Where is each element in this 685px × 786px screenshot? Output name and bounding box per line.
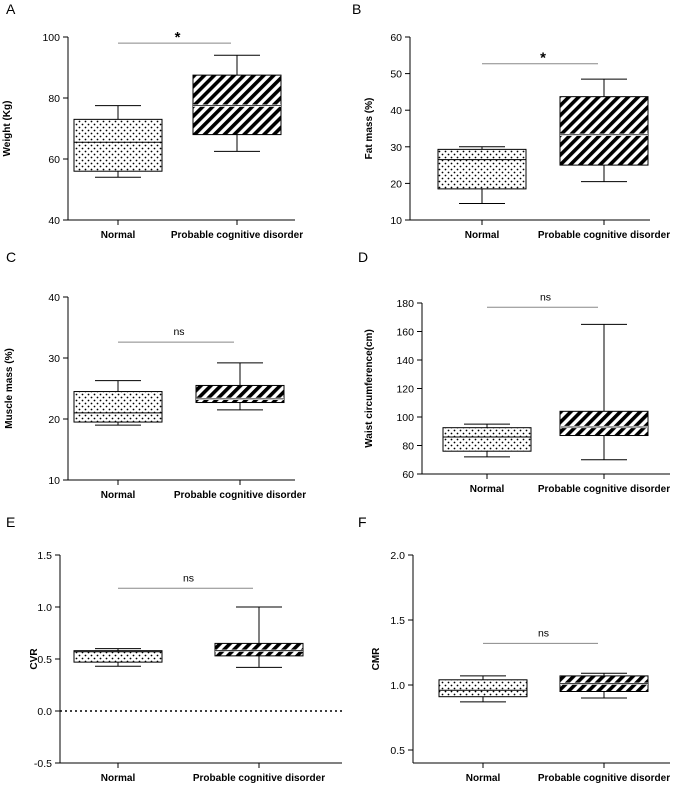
x-category-label: Normal xyxy=(101,230,136,241)
panel-a: A 40 60 80 100 Weight (Kg) Normal Probable cogn… xyxy=(2,1,303,241)
box-probable-cognitive-disorder xyxy=(559,323,649,461)
significance-ns: ns xyxy=(540,291,551,303)
box-probable-cognitive-disorder xyxy=(559,672,649,699)
y-tick-label: 20 xyxy=(48,414,60,426)
y-tick-label: 0.5 xyxy=(390,745,405,757)
x-category-label: Probable cognitive disorder xyxy=(171,230,303,241)
x-category-label: Probable cognitive disorder xyxy=(538,773,670,784)
panel-label: E xyxy=(6,514,15,530)
y-axis-label: CMR xyxy=(371,647,382,671)
y-tick-label: 80 xyxy=(48,93,60,105)
significance-ns: ns xyxy=(538,627,549,639)
y-axis-label: Weight (Kg) xyxy=(2,101,13,157)
y-tick-label: 180 xyxy=(396,298,414,310)
y-axis-label: Muscle mass (%) xyxy=(4,348,15,429)
y-tick-label: 60 xyxy=(390,32,402,44)
y-tick-label: 80 xyxy=(402,441,414,453)
box-probable-cognitive-disorder xyxy=(195,362,285,411)
x-category-label: Probable cognitive disorder xyxy=(538,484,670,495)
iqr-box xyxy=(73,118,163,172)
y-tick-label: 2.0 xyxy=(390,550,405,562)
y-tick-label: 10 xyxy=(48,475,60,487)
box-normal xyxy=(438,675,528,703)
box-probable-cognitive-disorder xyxy=(559,78,649,183)
panel-label: C xyxy=(6,249,16,265)
x-category-label: Normal xyxy=(470,484,505,495)
y-axis-label: Fat mass (%) xyxy=(364,98,375,160)
y-tick-label: 140 xyxy=(396,355,414,367)
iqr-box xyxy=(438,679,528,698)
panel-label: D xyxy=(358,249,368,265)
significance-ns: ns xyxy=(183,572,194,584)
y-tick-label: 160 xyxy=(396,327,414,339)
y-tick-label: 0.0 xyxy=(37,706,52,718)
y-tick-label: 20 xyxy=(390,178,402,190)
panel-label: F xyxy=(358,514,367,530)
box-normal xyxy=(442,423,532,458)
y-tick-label: 1.0 xyxy=(37,602,52,614)
y-tick-label: 50 xyxy=(390,69,402,81)
x-category-label: Normal xyxy=(465,230,500,241)
y-tick-label: 40 xyxy=(48,215,60,227)
panel-label: B xyxy=(352,1,361,17)
y-tick-label: 30 xyxy=(48,353,60,365)
x-category-label: Probable cognitive disorder xyxy=(538,230,670,241)
x-category-label: Normal xyxy=(101,490,136,501)
y-tick-label: 120 xyxy=(396,384,414,396)
x-category-label: Normal xyxy=(101,773,136,784)
x-category-label: Probable cognitive disorder xyxy=(193,773,325,784)
y-tick-label: 60 xyxy=(402,469,414,481)
iqr-box xyxy=(442,427,532,452)
y-tick-label: 100 xyxy=(396,412,414,424)
significance-star: * xyxy=(540,50,546,67)
box-probable-cognitive-disorder xyxy=(192,54,282,152)
iqr-box xyxy=(437,148,527,190)
y-tick-label: 40 xyxy=(390,105,402,117)
panel-f: F 0.5 1.0 1.5 2.0 CMR Normal Probable cognitive… xyxy=(358,514,670,784)
box-normal xyxy=(73,648,163,667)
panel-b: B 10 20 30 40 50 60 Fat mass (%) Normal Probable … xyxy=(352,1,670,241)
panel-c: C 10 20 30 40 Muscle mass (%) Normal Probable c… xyxy=(4,249,306,501)
y-tick-label: 40 xyxy=(48,292,60,304)
y-axis-label: CVR xyxy=(29,648,40,670)
panel-e: E -0.5 0.0 0.5 1.0 1.5 CVR Normal Probable cogni… xyxy=(6,514,342,784)
y-tick-label: 1.5 xyxy=(37,550,52,562)
significance-star: * xyxy=(175,29,181,46)
iqr-box xyxy=(73,391,163,423)
y-tick-label: -0.5 xyxy=(34,758,52,770)
iqr-box xyxy=(73,650,163,663)
y-tick-label: 1.5 xyxy=(390,615,405,627)
y-tick-label: 30 xyxy=(390,142,402,154)
box-probable-cognitive-disorder xyxy=(214,606,304,668)
iqr-box xyxy=(559,410,649,437)
panel-label: A xyxy=(6,1,16,17)
box-normal xyxy=(73,380,163,426)
y-tick-label: 100 xyxy=(42,32,60,44)
x-category-label: Normal xyxy=(466,773,501,784)
y-tick-label: 1.0 xyxy=(390,680,405,692)
box-normal xyxy=(437,146,527,205)
significance-ns: ns xyxy=(173,326,184,338)
panel-d: D 60 80 100 120 140 160 180 Waist circumference(… xyxy=(358,249,670,495)
box-normal xyxy=(73,105,163,178)
y-tick-label: 10 xyxy=(390,215,402,227)
y-tick-label: 0.5 xyxy=(37,654,52,666)
y-tick-label: 60 xyxy=(48,154,60,166)
y-axis-label: Waist circumference(cm) xyxy=(364,329,375,448)
x-category-label: Probable cognitive disorder xyxy=(174,490,306,501)
iqr-box xyxy=(559,96,649,166)
